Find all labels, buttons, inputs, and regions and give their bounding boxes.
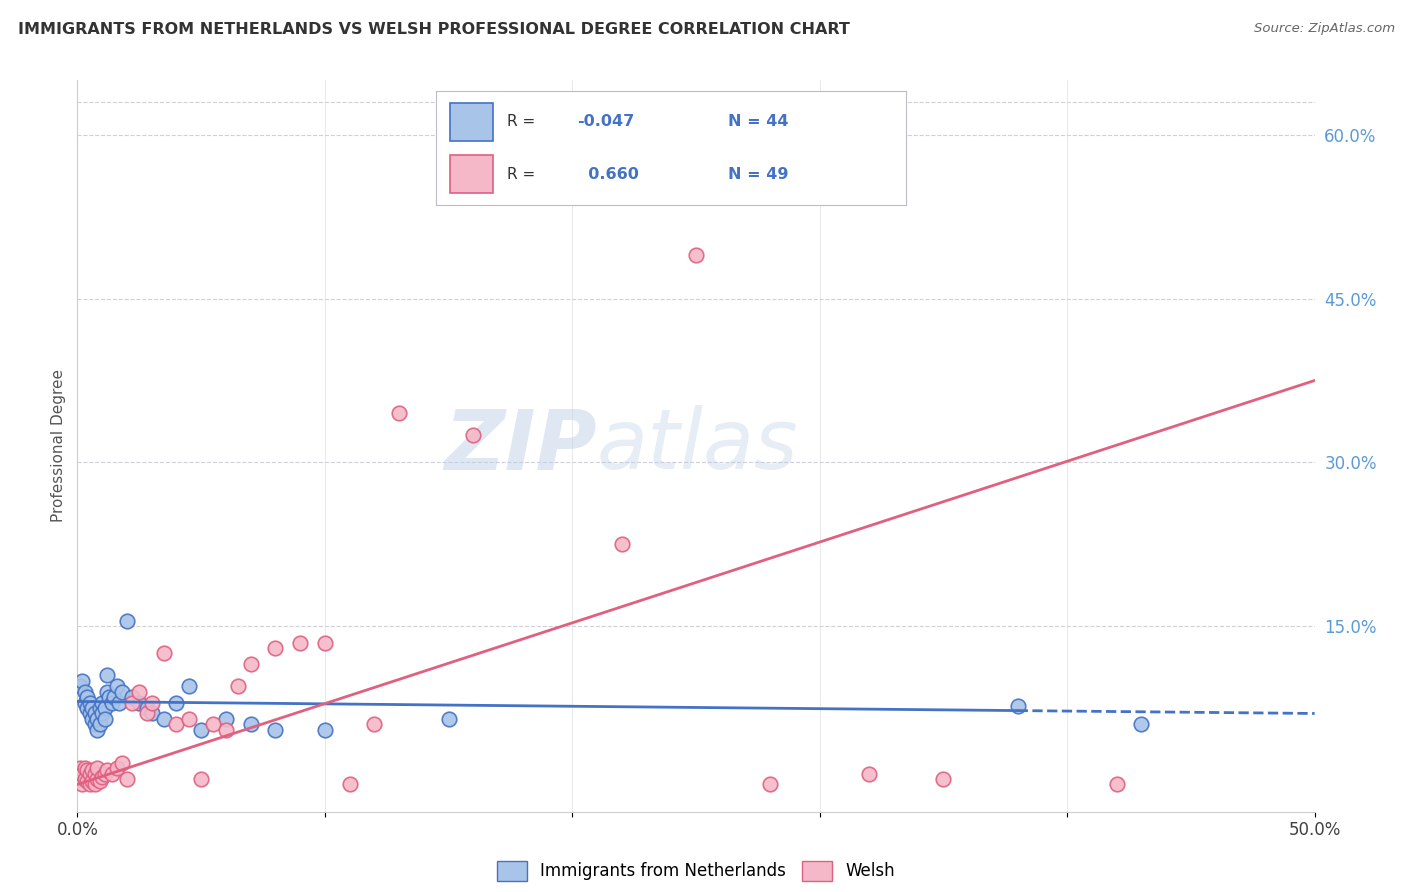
Point: [932, 772, 955, 786]
Point: [91, 770, 114, 784]
Point: [79, 766, 101, 780]
Point: [314, 723, 336, 737]
Point: [128, 696, 150, 710]
Text: atlas: atlas: [598, 406, 799, 486]
Point: [76, 690, 98, 704]
Point: [177, 712, 200, 726]
Point: [759, 777, 782, 791]
Point: [115, 614, 138, 628]
Point: [93, 766, 115, 780]
Point: [115, 772, 138, 786]
Legend: Immigrants from Netherlands, Welsh: Immigrants from Netherlands, Welsh: [489, 854, 903, 888]
Point: [1007, 698, 1029, 713]
Point: [73, 696, 96, 710]
Point: [91, 706, 114, 721]
Point: [437, 712, 460, 726]
Point: [105, 761, 128, 775]
Text: ZIP: ZIP: [444, 406, 598, 486]
Point: [388, 406, 411, 420]
Point: [96, 668, 118, 682]
Point: [239, 657, 262, 672]
Point: [314, 635, 336, 649]
Point: [79, 696, 101, 710]
Point: [73, 684, 96, 698]
Point: [83, 717, 105, 731]
Point: [101, 696, 124, 710]
Point: [111, 684, 134, 698]
Point: [153, 647, 176, 661]
Point: [79, 777, 101, 791]
Point: [93, 701, 115, 715]
Point: [190, 723, 212, 737]
Point: [72, 766, 94, 780]
Point: [69, 772, 91, 786]
Point: [89, 717, 111, 731]
Point: [135, 706, 157, 721]
Point: [165, 717, 187, 731]
Point: [83, 706, 105, 721]
Point: [121, 696, 143, 710]
Point: [89, 701, 111, 715]
Point: [463, 428, 485, 442]
Point: [105, 679, 128, 693]
Point: [83, 766, 105, 780]
Point: [93, 712, 115, 726]
Point: [96, 763, 118, 777]
Point: [141, 696, 163, 710]
Point: [190, 772, 212, 786]
Point: [82, 763, 104, 777]
Point: [72, 673, 94, 688]
Point: [128, 684, 150, 698]
Point: [86, 772, 108, 786]
Point: [239, 717, 262, 731]
Point: [82, 774, 104, 789]
Point: [363, 717, 385, 731]
Point: [76, 701, 98, 715]
Point: [215, 723, 238, 737]
Point: [91, 696, 114, 710]
Point: [82, 701, 104, 715]
Y-axis label: Professional Degree: Professional Degree: [51, 369, 66, 523]
Point: [685, 248, 707, 262]
Point: [101, 766, 124, 780]
Point: [339, 777, 361, 791]
Point: [73, 761, 96, 775]
Point: [86, 723, 108, 737]
Point: [111, 756, 134, 770]
Point: [610, 537, 633, 551]
Point: [103, 690, 125, 704]
Point: [69, 761, 91, 775]
Point: [86, 761, 108, 775]
Point: [108, 696, 131, 710]
Text: Source: ZipAtlas.com: Source: ZipAtlas.com: [1254, 22, 1395, 36]
Point: [73, 772, 96, 786]
Point: [76, 774, 98, 789]
Point: [96, 684, 118, 698]
Point: [264, 640, 287, 655]
Text: IMMIGRANTS FROM NETHERLANDS VS WELSH PROFESSIONAL DEGREE CORRELATION CHART: IMMIGRANTS FROM NETHERLANDS VS WELSH PRO…: [18, 22, 851, 37]
Point: [153, 712, 176, 726]
Point: [177, 679, 200, 693]
Point: [202, 717, 225, 731]
Point: [76, 763, 98, 777]
Point: [89, 774, 111, 789]
Point: [1105, 777, 1128, 791]
Point: [165, 696, 187, 710]
Point: [1130, 717, 1153, 731]
Point: [86, 712, 108, 726]
Point: [83, 777, 105, 791]
Point: [79, 706, 101, 721]
Point: [82, 712, 104, 726]
Point: [226, 679, 249, 693]
Point: [72, 777, 94, 791]
Point: [135, 701, 157, 715]
Point: [264, 723, 287, 737]
Point: [288, 635, 311, 649]
Point: [858, 766, 880, 780]
Point: [98, 690, 121, 704]
Point: [121, 690, 143, 704]
Point: [69, 679, 91, 693]
Point: [141, 706, 163, 721]
Point: [215, 712, 238, 726]
